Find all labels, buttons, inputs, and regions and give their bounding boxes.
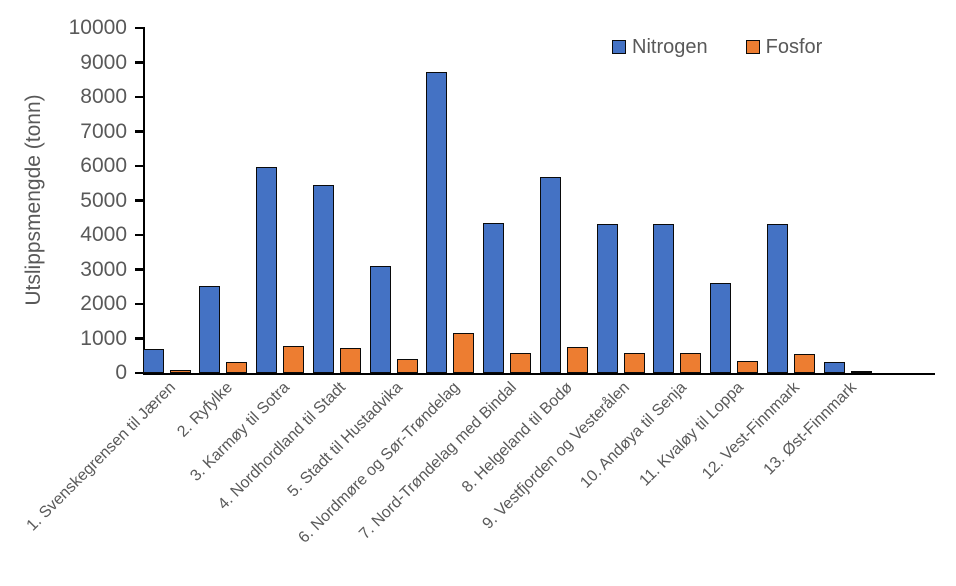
y-tick-1000 [135, 337, 143, 340]
bar-fosfor-9 [623, 353, 645, 373]
y-tick-label-3000: 3000 [80, 257, 127, 281]
y-tick-label-4000: 4000 [80, 223, 127, 246]
bar-fosfor-7 [510, 352, 531, 373]
bar-fosfor-10 [680, 353, 702, 373]
bar-nitrogen-2 [199, 286, 221, 373]
y-tick-9000 [135, 61, 143, 64]
bar-fosfor-8 [566, 347, 588, 373]
y-tick-label-8000: 8000 [80, 85, 127, 108]
bar-nitrogen-10 [653, 223, 675, 373]
y-tick-label-7000: 7000 [80, 119, 127, 143]
bar-fosfor-5 [396, 358, 418, 373]
bar-nitrogen-7 [483, 223, 504, 373]
bar-fosfor-12 [793, 354, 815, 373]
bars-layer [142, 27, 935, 373]
bar-nitrogen-12 [766, 223, 788, 373]
legend-swatch-nitrogen-icon [612, 40, 626, 54]
y-tick-label-10000: 10000 [68, 16, 127, 39]
y-tick-0 [135, 371, 143, 375]
bar-nitrogen-13 [823, 362, 845, 373]
bar-nitrogen-1 [142, 349, 164, 373]
y-tick-label-0: 0 [115, 361, 127, 384]
y-tick-label-5000: 5000 [80, 188, 127, 212]
legend-label-fosfor: Fosfor [765, 36, 823, 58]
bar-fosfor-11 [737, 361, 758, 373]
bar-nitrogen-3 [256, 167, 277, 373]
legend-label-nitrogen: Nitrogen [632, 36, 708, 58]
bar-fosfor-4 [339, 348, 361, 373]
bar-fosfor-3 [283, 345, 304, 373]
bar-nitrogen-8 [539, 177, 561, 373]
bar-fosfor-13 [850, 371, 872, 373]
bar-nitrogen-11 [710, 283, 731, 373]
y-tick-6000 [135, 164, 143, 168]
legend-swatch-fosfor-icon [745, 40, 760, 54]
y-tick-4000 [135, 233, 143, 237]
y-tick-label-2000: 2000 [80, 292, 127, 315]
bar-nitrogen-5 [369, 266, 391, 373]
plot-area [142, 27, 935, 375]
y-tick-label-1000: 1000 [80, 326, 127, 350]
y-tick-2000 [135, 302, 143, 306]
bar-nitrogen-6 [426, 72, 448, 373]
bar-fosfor-6 [453, 332, 475, 373]
bar-nitrogen-4 [312, 185, 334, 373]
y-tick-3000 [135, 268, 143, 271]
y-tick-label-6000: 6000 [80, 154, 127, 177]
bar-fosfor-1 [169, 370, 191, 373]
y-tick-7000 [135, 130, 143, 133]
y-tick-10000 [135, 26, 143, 30]
x-label-1: 1. Svenskegrensen til Jæren [23, 379, 180, 535]
y-tick-5000 [135, 199, 143, 202]
y-axis-title: Utslippsmengde (tonn) [22, 94, 45, 306]
y-tick-8000 [135, 95, 143, 99]
bar-nitrogen-9 [596, 224, 618, 373]
bar-fosfor-2 [226, 361, 248, 373]
legend: Nitrogen Fosfor [612, 36, 822, 58]
y-tick-label-9000: 9000 [80, 50, 127, 74]
